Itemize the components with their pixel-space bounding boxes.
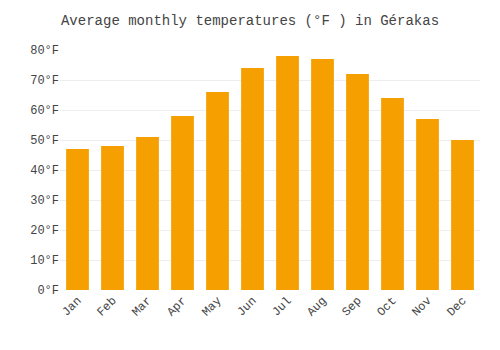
svg-text:Mar: Mar: [129, 294, 154, 319]
svg-text:Oct: Oct: [374, 294, 399, 319]
svg-text:0°F: 0°F: [37, 284, 59, 298]
svg-text:70°F: 70°F: [30, 74, 59, 88]
svg-text:Jan: Jan: [59, 294, 84, 319]
svg-text:50°F: 50°F: [30, 134, 59, 148]
svg-text:Sep: Sep: [339, 294, 364, 319]
svg-text:Average monthly temperatures (: Average monthly temperatures (°F ) in Gé…: [61, 13, 439, 29]
svg-text:Dec: Dec: [444, 294, 469, 319]
svg-text:60°F: 60°F: [30, 104, 59, 118]
svg-text:Jul: Jul: [269, 294, 294, 319]
svg-text:Aug: Aug: [304, 294, 329, 319]
svg-text:40°F: 40°F: [30, 164, 59, 178]
svg-text:20°F: 20°F: [30, 224, 59, 238]
svg-text:10°F: 10°F: [30, 254, 59, 268]
svg-text:30°F: 30°F: [30, 194, 59, 208]
svg-text:80°F: 80°F: [30, 44, 59, 58]
svg-text:Nov: Nov: [409, 294, 434, 319]
svg-text:Feb: Feb: [94, 294, 119, 319]
svg-text:May: May: [199, 294, 224, 319]
svg-text:Jun: Jun: [234, 294, 259, 319]
svg-text:Apr: Apr: [164, 294, 189, 319]
